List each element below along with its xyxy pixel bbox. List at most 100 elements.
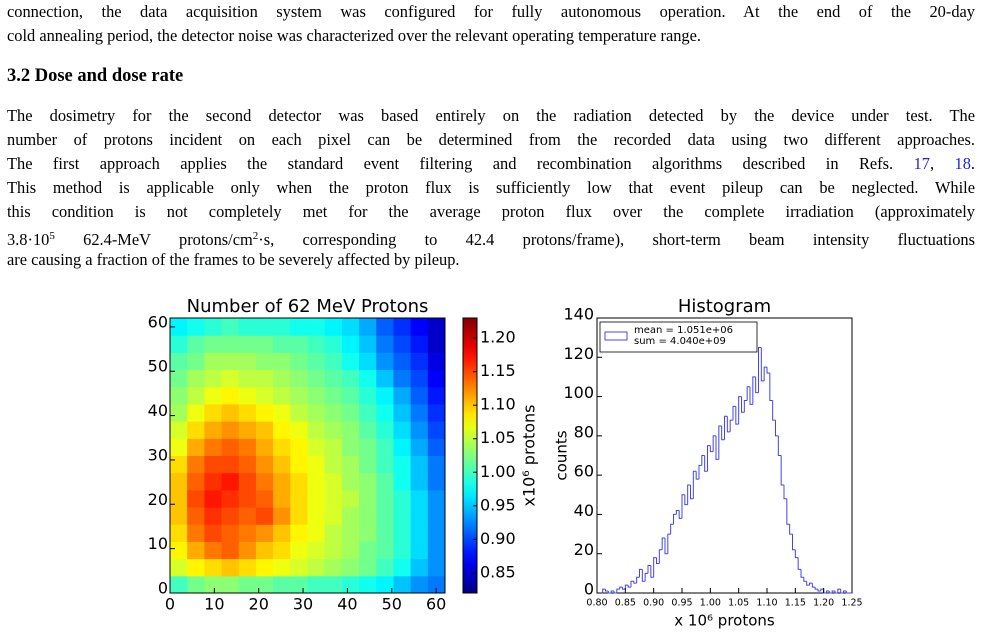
histogram-bin — [840, 589, 844, 594]
heatmap-cell — [393, 352, 412, 371]
heatmap-cell — [255, 455, 274, 474]
heatmap-cell — [393, 558, 412, 577]
section-heading: 3.2 Dose and dose rate — [7, 66, 184, 86]
reference-link[interactable]: 17 — [913, 154, 930, 173]
heatmap-cell — [221, 541, 240, 560]
histogram-bin — [775, 420, 779, 437]
histogram-bin — [690, 484, 694, 500]
x-tick-label: 0.95 — [671, 598, 692, 609]
legend-box — [599, 321, 758, 353]
heatmap-cell — [393, 455, 412, 474]
histogram-bin — [709, 445, 714, 453]
superscript: 2 — [252, 230, 259, 242]
heatmap-cell — [359, 438, 377, 456]
chart-title: Histogram — [678, 296, 771, 317]
histogram-bin — [820, 588, 824, 592]
heatmap-cell — [273, 455, 291, 474]
heatmap-cell — [170, 524, 188, 542]
histogram-bin — [664, 538, 668, 555]
heatmap-cell — [393, 472, 412, 491]
heatmap-cell — [393, 403, 412, 422]
histogram-bin — [732, 405, 736, 421]
heatmap-cell — [187, 386, 205, 405]
superscript: 5 — [49, 230, 55, 242]
heatmap-cell — [170, 575, 188, 594]
colorbar-tick-label: 0.90 — [480, 529, 516, 548]
text-run: This method is applicable only when the … — [7, 178, 975, 197]
heatmap-cell — [393, 421, 412, 439]
heatmap-cell — [290, 489, 308, 508]
x-tick-label: 1.15 — [785, 598, 806, 609]
text-line: are causing a fraction of the frames to … — [7, 248, 975, 272]
histogram-bin — [619, 586, 623, 590]
histogram-bin — [843, 590, 847, 593]
heatmap-cell — [170, 438, 188, 456]
y-tick-label: 140 — [563, 305, 594, 324]
heatmap-cell — [376, 369, 394, 388]
heatmap-cell — [341, 489, 360, 508]
y-tick-label: 0 — [158, 579, 168, 598]
histogram-bin — [610, 590, 614, 593]
reference-link[interactable]: 18 — [954, 154, 971, 173]
heatmap-cell — [410, 369, 429, 388]
text-run: are causing a fraction of the frames to … — [7, 250, 460, 269]
histogram-bin — [786, 498, 790, 525]
histogram-bin — [622, 587, 626, 590]
text-line: connection, the data acquisition system … — [7, 0, 975, 24]
heatmap-cell — [359, 558, 377, 577]
histogram-bin — [845, 591, 850, 594]
heatmap-cell — [170, 455, 188, 474]
heatmap-cell — [238, 403, 257, 422]
histogram-bin — [605, 589, 609, 592]
x-tick-label: 40 — [337, 595, 357, 614]
heatmap-cell — [307, 438, 326, 456]
heatmap-cell — [341, 507, 360, 525]
histogram-bin — [735, 406, 739, 425]
heatmap-cell — [221, 472, 240, 491]
heatmap-cell — [221, 558, 240, 577]
heatmap-cell — [324, 524, 343, 542]
heatmap-cell — [376, 318, 394, 336]
heatmap-cell — [324, 575, 343, 594]
x-tick-label: 1.10 — [756, 598, 777, 609]
heatmap-cell — [221, 438, 240, 456]
heatmap-cell — [410, 386, 429, 405]
text-run: connection, the data acquisition system … — [7, 2, 975, 21]
heatmap-cell — [307, 335, 326, 353]
heatmap-cell — [410, 335, 429, 353]
heatmap-cell — [187, 575, 205, 594]
heatmap-cell — [204, 438, 223, 456]
heatmap-cell — [307, 403, 326, 422]
heatmap-cell — [221, 421, 240, 439]
x-tick-label: 0.85 — [615, 598, 636, 609]
histogram-bin — [639, 568, 643, 578]
heatmap-cell — [255, 352, 274, 371]
heatmap-cell — [290, 524, 308, 542]
x-tick-label: 1.00 — [700, 598, 721, 609]
histogram-bin — [755, 376, 759, 394]
heatmap-cell — [273, 472, 291, 491]
histogram-bin — [630, 580, 634, 588]
heatmap-cell — [410, 558, 429, 577]
heatmap-cell — [238, 507, 257, 525]
heatmap-cell — [359, 421, 377, 439]
heatmap-cell — [238, 421, 257, 439]
text-run: cold annealing period, the detector nois… — [7, 26, 701, 45]
y-tick-label: 40 — [148, 401, 168, 420]
heatmap-cell — [341, 455, 360, 474]
heatmap-cell — [204, 455, 223, 474]
heatmap-cell — [324, 403, 343, 422]
heatmap-cell — [307, 352, 326, 371]
heatmap-cell — [238, 335, 257, 353]
heatmap-cell — [204, 575, 223, 594]
histogram-bin — [772, 400, 776, 421]
heatmap-cell — [324, 369, 343, 388]
heatmap-cell — [255, 575, 274, 594]
x-tick-label: 20 — [249, 595, 269, 614]
heatmap-cell — [187, 472, 205, 491]
heatmap-cell — [255, 386, 274, 405]
heatmap-cell — [221, 318, 240, 336]
heatmap-cell — [204, 558, 223, 577]
heatmap-cell — [187, 403, 205, 422]
heatmap-cell — [410, 455, 429, 474]
